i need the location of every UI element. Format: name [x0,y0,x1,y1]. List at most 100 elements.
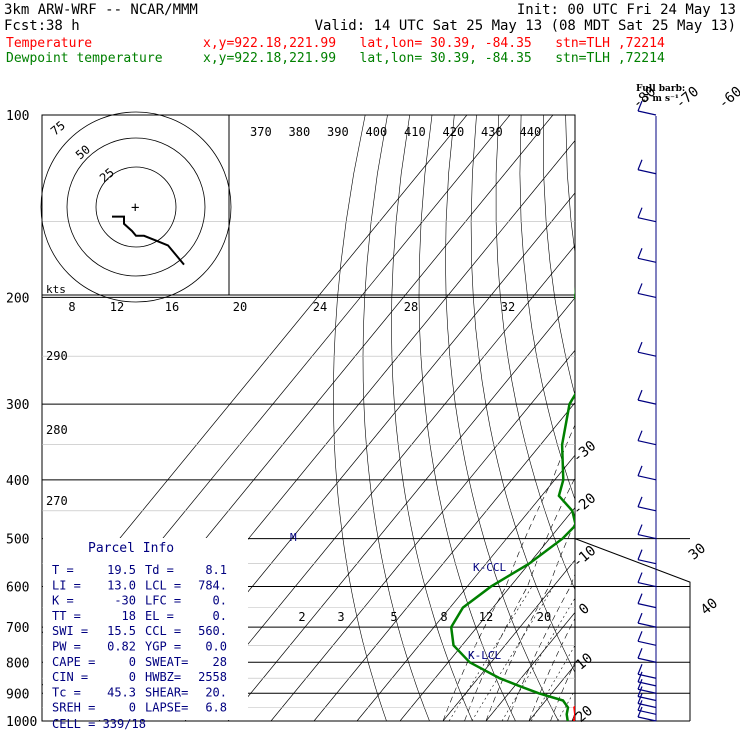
dry-adiabat [445,115,559,721]
pressure-tick-label: 700 [6,621,29,636]
dewpoint-location-info: x,y=922.18,221.99 lat,lon= 30.39, -84.35… [203,51,665,66]
wind-barb [637,110,657,116]
wind-barb [637,351,657,357]
parcel-cell: CELL = 339/18 [52,717,146,731]
hodograph-scale-label: 32 [501,300,515,314]
parcel-value: 15.5 [107,624,136,638]
wind-barb [637,688,657,694]
parcel-value: 20. [205,685,227,699]
wind-barb-flag [637,664,643,675]
parcel-value: 6.8 [205,701,227,715]
mixing-ratio-label: 12 [479,610,493,624]
isotherm [485,611,575,721]
init-time: Init: 00 UTC Fri 24 May 13 [516,2,736,18]
parcel-label: T = [52,563,74,577]
moist-adiabat [485,521,575,721]
theta-low-label: 280 [46,423,68,437]
pressure-tick-label: 800 [6,656,29,671]
temperature-tick-label: -10 [570,543,600,572]
mixing-ratio-label: 8 [440,610,447,624]
parcel-value: 0. [213,609,227,623]
dry-adiabat [699,115,740,734]
pressure-tick-label: 400 [6,474,29,489]
parcel-label: K = [52,594,74,608]
wind-barb [637,695,657,702]
temperature-tick-label: 30 [686,540,709,563]
wind-barb-flag [637,524,643,535]
hodograph-scale-label: 24 [313,300,327,314]
temperature-legend: Temperature [6,36,93,51]
theta-low-label: 290 [46,349,68,363]
mixing-ratio-label: 2 [298,610,305,624]
wind-barb [637,559,657,565]
parcel-label: TT = [52,609,81,623]
parcel-label: CCL = [145,624,181,638]
dry-adiabat [391,115,473,721]
temperature-tick-label: 40 [698,595,721,618]
wind-barb [637,622,657,628]
parcel-value: 28 [213,655,227,669]
annotation-k-lcl: K-LCL [468,649,501,662]
parcel-value: 0.0 [205,640,227,654]
parcel-label: PW = [52,640,81,654]
parcel-value: 45.3 [107,685,136,699]
parcel-label: LFC = [145,594,181,608]
dry-adiabat [655,115,740,734]
wind-barb-flag [637,671,643,683]
moist-adiabat [550,661,575,721]
wind-barbs [637,100,657,722]
dry-adiabat [588,115,740,734]
forecast-label: Fcst: [4,18,47,34]
mixing-ratio-lines [448,586,575,721]
parcel-label: CAPE = [52,655,95,669]
wind-barb [637,506,657,512]
moist-adiabat [464,476,575,721]
temperature-tick-label: 20 [573,703,596,726]
dry-adiabat [333,115,387,721]
isotherm [356,454,575,721]
parcel-label: LAPSE= [145,701,188,715]
theta-label: 430 [481,125,503,139]
parcel-label: LCL = [145,578,181,592]
wind-barb-flag [637,159,643,170]
parcel-info-title: Parcel Info [88,541,174,556]
moist-adiabat [507,573,575,721]
theta-label: 440 [520,125,542,139]
dry-adiabat [677,115,740,734]
hodograph-scale-label: 28 [404,300,418,314]
wind-barb [637,603,657,609]
wind-barb-flag [637,207,643,218]
hodograph-ring-label: 25 [97,165,117,185]
theta-label: 390 [327,125,349,139]
annotation-k-ccl: K-CCL [473,561,506,574]
theta-label: 400 [366,125,388,139]
parcel-label: SREH = [52,701,95,715]
forecast-hour: 38 h [46,18,80,34]
parcel-info-box: Parcel Info T = 19.5 Td = 8.1 LI = 13.0 LCL = 78… [43,538,248,731]
dry-adiabat-lines [333,115,740,734]
hodograph-unit: kts [46,283,66,296]
full-barb-unit: 5 m s⁻¹ [643,94,679,104]
wind-barb [637,709,657,715]
parcel-label: YGP = [145,640,181,654]
model-title: 3km ARW-WRF -- NCAR/MMM [4,2,198,18]
wind-barb-flag [637,679,643,690]
parcel-label: LI = [52,578,81,592]
isotherm [313,402,575,721]
wind-barb-flag [637,100,643,112]
wind-barb-flag [637,549,643,560]
parcel-label: SHEAR= [145,685,188,699]
moist-adiabat [442,424,575,721]
isotherm [227,297,575,721]
dry-adiabat [495,115,575,591]
wind-barb [637,217,657,223]
pressure-tick-label: 100 [6,109,29,124]
hodograph-scale-label: 12 [110,300,124,314]
parcel-value: 0. [213,594,227,608]
hodograph-scale-label: 8 [68,300,75,314]
isotherm [615,115,740,721]
dry-adiabat [470,115,575,674]
parcel-value: -30 [114,594,136,608]
temperature-tick-label: -70 [673,84,703,113]
parcel-info-background [43,538,248,720]
